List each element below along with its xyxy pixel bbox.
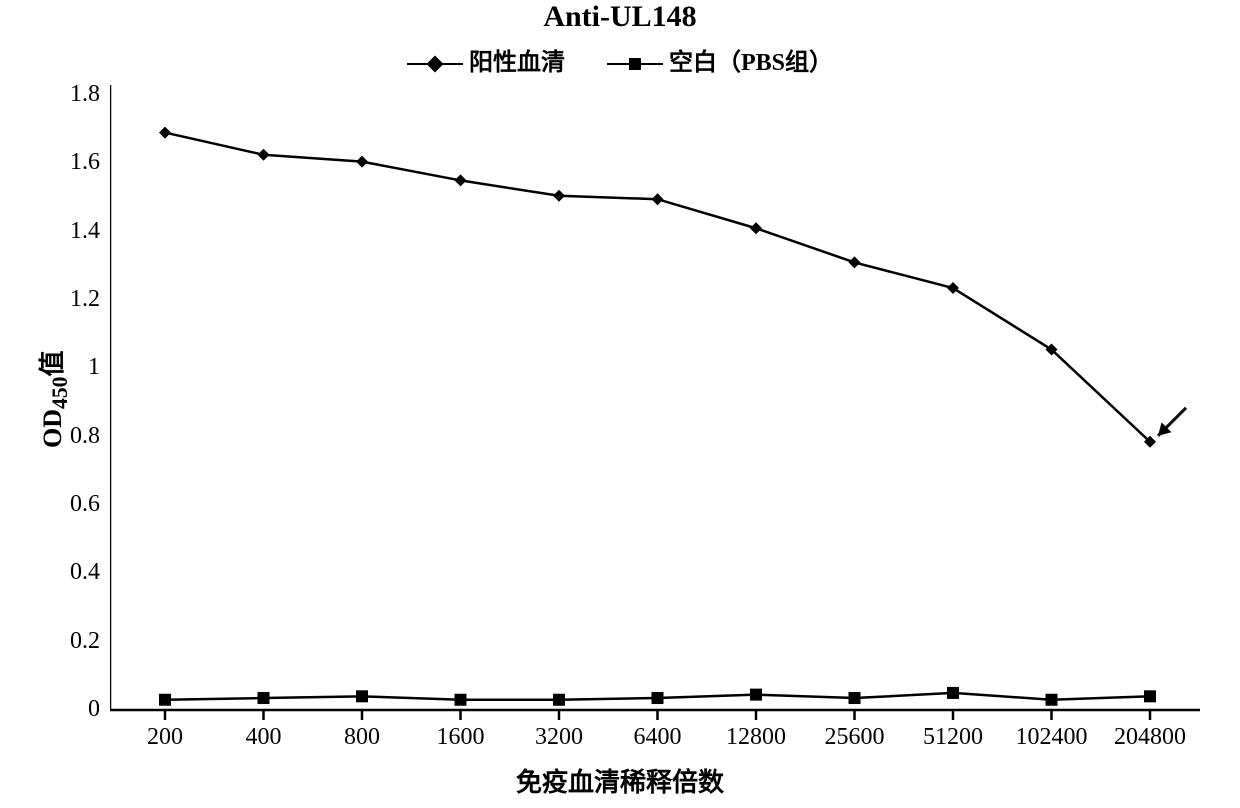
chart-container: { "chart": { "type": "line", "title": "A… [0, 0, 1240, 808]
y-tick-label: 1.6 [40, 149, 100, 176]
legend-item-blank: 空白（PBS组） [607, 42, 833, 77]
x-axis-label: 免疫血清稀释倍数 [0, 762, 1240, 799]
x-tick-label: 3200 [535, 724, 583, 751]
x-tick-label: 1600 [437, 724, 485, 751]
y-tick-label: 0.4 [40, 559, 100, 586]
x-tick-label: 102400 [1016, 724, 1088, 751]
x-tick-label: 200 [147, 724, 183, 751]
diamond-icon [407, 63, 463, 65]
plot-area [110, 85, 1205, 725]
square-icon [607, 63, 663, 65]
x-tick-label: 204800 [1114, 724, 1186, 751]
y-tick-label: 0.8 [40, 423, 100, 450]
legend-label-positive: 阳性血清 [469, 50, 565, 76]
y-tick-label: 1.4 [40, 218, 100, 245]
y-tick-label: 1.8 [40, 81, 100, 108]
y-tick-label: 0.2 [40, 628, 100, 655]
x-tick-label: 51200 [923, 724, 983, 751]
legend-label-blank: 空白（PBS组） [669, 50, 833, 76]
chart-title: Anti-UL148 [0, 0, 1240, 34]
x-tick-label: 25600 [825, 724, 885, 751]
x-tick-label: 6400 [634, 724, 682, 751]
y-tick-label: 1 [40, 354, 100, 381]
x-tick-label: 12800 [726, 724, 786, 751]
y-tick-label: 0.6 [40, 491, 100, 518]
x-tick-label: 400 [246, 724, 282, 751]
y-tick-label: 0 [40, 696, 100, 723]
x-tick-label: 800 [344, 724, 380, 751]
legend: 阳性血清 空白（PBS组） [0, 42, 1240, 77]
legend-item-positive: 阳性血清 [407, 42, 565, 77]
y-tick-label: 1.2 [40, 286, 100, 313]
